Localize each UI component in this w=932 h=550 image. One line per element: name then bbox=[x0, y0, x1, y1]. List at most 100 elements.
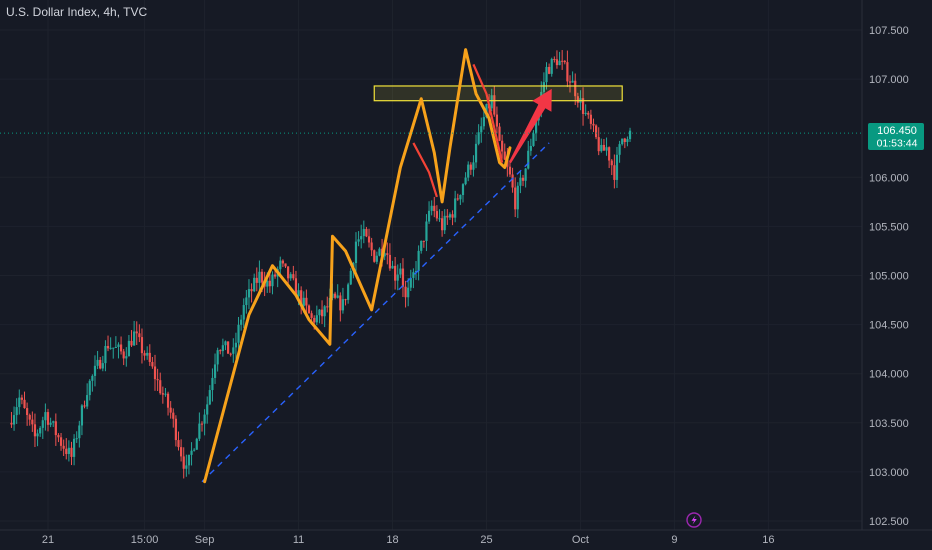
candle-body bbox=[477, 132, 480, 144]
candle-body bbox=[140, 337, 144, 354]
candle-body bbox=[414, 270, 418, 273]
price-tick-label: 103.500 bbox=[869, 418, 909, 430]
candle-body bbox=[18, 397, 21, 408]
candle-body bbox=[511, 174, 514, 188]
candle-body bbox=[313, 317, 316, 323]
candle-body bbox=[297, 290, 300, 297]
candle-body bbox=[420, 240, 423, 251]
candle-body bbox=[430, 205, 433, 211]
candle-body bbox=[553, 59, 556, 61]
candle-body bbox=[548, 66, 551, 74]
time-tick-label: 9 bbox=[671, 534, 677, 546]
candle-body bbox=[46, 412, 50, 425]
candle-body bbox=[26, 408, 29, 416]
candle-body bbox=[605, 147, 608, 151]
candle-body bbox=[388, 254, 392, 269]
candle-body bbox=[386, 253, 389, 255]
candle-body bbox=[422, 240, 425, 242]
time-tick-label: Oct bbox=[572, 534, 589, 546]
time-tick-label: 21 bbox=[42, 534, 54, 546]
candle-body bbox=[151, 361, 154, 367]
candle-body bbox=[161, 393, 164, 395]
candle-body bbox=[180, 447, 183, 457]
candle-body bbox=[602, 144, 606, 151]
time-tick-label: 11 bbox=[293, 534, 304, 546]
candle-body bbox=[412, 272, 415, 278]
candle-body bbox=[472, 162, 475, 170]
candle-body bbox=[454, 198, 457, 218]
candle-body bbox=[33, 424, 37, 437]
candle-body bbox=[133, 331, 136, 346]
time-axis[interactable]: 21 15:00 Sep 11 18 25 Oct 9 16 bbox=[42, 534, 775, 546]
candle-body bbox=[307, 305, 311, 314]
price-tick-label: 106.000 bbox=[869, 172, 909, 184]
price-axis[interactable]: 107.500 107.000 106.000 105.500 105.000 104.5… bbox=[869, 25, 909, 528]
price-badge-bg bbox=[868, 123, 924, 150]
candle-body bbox=[344, 299, 347, 301]
candle-body bbox=[169, 407, 172, 413]
candle-body bbox=[54, 421, 57, 436]
candle-body bbox=[185, 465, 188, 469]
candle-body bbox=[574, 80, 577, 97]
candle-body bbox=[516, 185, 519, 210]
lightning-icon[interactable] bbox=[686, 512, 702, 528]
current-price-label: 106.450 bbox=[877, 125, 917, 137]
candle-body bbox=[287, 266, 290, 279]
candle-body bbox=[341, 299, 345, 311]
candle-body bbox=[198, 423, 201, 439]
candle-body bbox=[310, 313, 313, 318]
candle-body bbox=[623, 138, 626, 143]
candle-body bbox=[12, 415, 16, 425]
current-price-badge: 106.450 01:53:44 bbox=[868, 123, 924, 150]
candle-body bbox=[360, 236, 363, 240]
candle-body bbox=[99, 359, 102, 369]
candle-body bbox=[503, 151, 506, 160]
price-tick-label: 105.000 bbox=[869, 271, 909, 283]
candle-body bbox=[224, 341, 227, 346]
candle-body bbox=[589, 114, 592, 124]
price-tick-label: 107.500 bbox=[869, 25, 909, 37]
candle-body bbox=[213, 364, 217, 378]
candle-body bbox=[10, 422, 13, 425]
candle-body bbox=[490, 95, 493, 109]
candle-body bbox=[425, 221, 428, 242]
candle-body bbox=[49, 422, 52, 425]
candle-body bbox=[138, 333, 141, 338]
candle-body bbox=[237, 324, 240, 343]
candle-body bbox=[159, 380, 162, 394]
candle-body bbox=[456, 198, 459, 200]
time-tick-label: 15:00 bbox=[131, 534, 159, 546]
price-tick-label: 104.000 bbox=[869, 369, 909, 381]
candle-body bbox=[80, 405, 84, 426]
candle-body bbox=[281, 260, 284, 264]
candle-body bbox=[206, 404, 209, 415]
candle-body bbox=[127, 340, 131, 357]
candle-body bbox=[592, 123, 595, 126]
candle-body bbox=[563, 60, 566, 63]
bar-countdown-label: 01:53:44 bbox=[877, 138, 918, 150]
candle-body bbox=[323, 306, 326, 317]
candle-body bbox=[247, 289, 251, 298]
candle-body bbox=[109, 347, 112, 349]
candle-body bbox=[279, 260, 282, 270]
price-tick-label: 105.500 bbox=[869, 221, 909, 233]
candle-body bbox=[482, 117, 485, 127]
candle-body bbox=[130, 340, 133, 346]
candle-body bbox=[148, 352, 151, 362]
candle-body bbox=[597, 137, 600, 152]
candle-body bbox=[59, 437, 63, 446]
candle-body bbox=[172, 412, 175, 419]
candle-body bbox=[93, 365, 97, 376]
candle-body bbox=[365, 228, 368, 237]
candle-body bbox=[112, 347, 115, 349]
candle-body bbox=[52, 421, 55, 423]
candle-body bbox=[302, 297, 305, 306]
candle-body bbox=[253, 277, 256, 292]
candle-body bbox=[459, 194, 462, 200]
candle-body bbox=[260, 271, 264, 283]
price-tick-label: 107.000 bbox=[869, 74, 909, 86]
candle-body bbox=[31, 419, 34, 425]
candle-body bbox=[610, 160, 613, 166]
price-tick-label: 104.500 bbox=[869, 320, 909, 332]
